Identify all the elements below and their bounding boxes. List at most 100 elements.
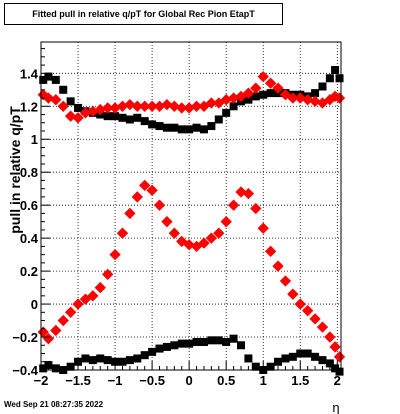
axis-ticks: −2 −1.5 −1 −0.5 0 0.5 1 1.5 2 −0.4 −0.2 0 0.2 0.4 0.6 0… [12, 48, 341, 388]
data-point-black [88, 356, 97, 365]
data-point-red [109, 248, 121, 261]
data-point-red [287, 288, 299, 300]
plot-frame [40, 41, 342, 371]
y-tick-label: 1 [31, 132, 38, 147]
data-point-red [324, 331, 336, 343]
y-tick-label: 1.2 [20, 99, 38, 114]
data-point-red [146, 184, 158, 196]
data-point-black [177, 125, 186, 134]
data-point-black [199, 125, 208, 134]
data-point-red [220, 216, 232, 228]
data-point-black [214, 115, 223, 124]
x-axis-label: η [332, 400, 339, 414]
data-point-black [266, 89, 275, 98]
data-point-black [251, 92, 260, 101]
data-point-black [318, 82, 327, 91]
data-point-black [318, 356, 327, 365]
data-point-black [140, 117, 149, 126]
data-point-red [42, 92, 55, 104]
data-point-black [311, 89, 320, 98]
y-tick-label: 0.8 [20, 165, 38, 180]
data-point-black [281, 354, 290, 363]
data-point-red [294, 298, 306, 310]
y-tick-label: −0.2 [12, 330, 38, 345]
data-point-black [214, 336, 223, 345]
data-point-red [139, 179, 151, 192]
data-point-black [207, 336, 216, 345]
y-tick-label: 0.4 [20, 231, 39, 246]
data-point-black [192, 123, 201, 132]
data-point-black [66, 97, 75, 106]
data-point-black [170, 123, 179, 132]
data-point-black [177, 339, 186, 348]
data-point-red [279, 275, 292, 287]
data-point-black [96, 354, 105, 363]
data-point-black [125, 115, 134, 124]
data-point-black [199, 337, 208, 346]
data-point-black [185, 339, 194, 348]
data-point-black [259, 90, 268, 99]
data-point-black [148, 120, 157, 129]
chart-title: Fitted pull in relative q/pT for Global … [32, 9, 255, 19]
data-point-black [51, 75, 60, 84]
data-point-black [148, 347, 157, 356]
x-tick-label: 0 [186, 373, 193, 388]
data-point-black [303, 349, 312, 358]
data-point-red [257, 70, 269, 83]
data-point-black [325, 74, 334, 83]
x-tick-label: 2 [334, 373, 341, 388]
data-point-red [264, 245, 277, 257]
data-point-red [220, 94, 232, 106]
x-tick-label: −2 [34, 373, 49, 388]
data-point-black [237, 341, 245, 350]
y-tick-label: 0.2 [20, 264, 38, 279]
data-point-black [103, 112, 112, 121]
data-point-red [257, 222, 269, 234]
data-point-red [250, 202, 262, 215]
data-point-black [170, 341, 179, 350]
data-point-black [39, 364, 48, 373]
data-point-black [39, 75, 48, 84]
chart-title-box: Fitted pull in relative q/pT for Global … [4, 3, 283, 25]
data-point-red [302, 305, 314, 317]
data-point-red [213, 227, 225, 239]
data-point-black [74, 103, 83, 112]
data-point-black [155, 122, 164, 131]
data-point-black [229, 334, 238, 343]
data-point-black [207, 122, 216, 131]
data-point-black [311, 352, 320, 361]
data-point-black [140, 351, 149, 360]
y-tick-label: −0.4 [12, 363, 38, 378]
data-point-red [94, 281, 106, 294]
x-tick-label: −1.5 [65, 373, 91, 388]
data-point-red [333, 351, 346, 363]
data-point-red [227, 199, 240, 211]
data-point-black [244, 95, 253, 104]
data-point-red [50, 94, 62, 106]
data-point-black [244, 354, 253, 363]
data-point-red [329, 341, 341, 353]
data-point-red [116, 227, 129, 239]
data-point-red [131, 191, 143, 203]
data-point-black [229, 102, 238, 111]
data-point-black [331, 66, 340, 75]
x-tick-label: 1 [260, 373, 267, 388]
y-tick-label: 1.4 [20, 66, 39, 81]
data-point-red [37, 326, 49, 338]
data-point-red [309, 313, 321, 325]
data-point-black [296, 349, 305, 358]
data-point-red [205, 232, 218, 244]
data-point-black [222, 108, 231, 117]
y-tick-label: 0 [31, 297, 38, 312]
data-point-black [162, 123, 171, 132]
data-point-black [59, 85, 68, 94]
data-point-red [64, 306, 77, 318]
y-tick-label: 0.6 [20, 198, 38, 213]
x-tick-label: −1 [108, 373, 123, 388]
data-point-black [44, 361, 53, 370]
data-point-red [316, 321, 329, 333]
data-point-red [42, 333, 55, 345]
data-point-black [325, 359, 334, 368]
data-point-black [133, 113, 142, 122]
